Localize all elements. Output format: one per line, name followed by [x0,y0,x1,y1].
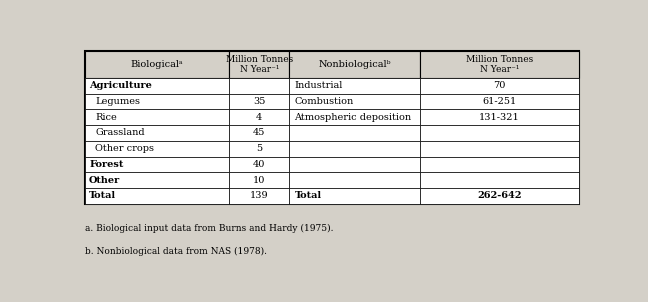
Bar [290,51,420,78]
Text: Total: Total [294,191,321,200]
Bar [420,94,579,109]
Text: Biologicalᵃ: Biologicalᵃ [131,60,183,69]
Bar [85,109,229,125]
Text: Rice: Rice [95,113,117,122]
Bar [85,94,229,109]
Bar [290,94,420,109]
Bar [290,156,420,172]
Text: Total: Total [89,191,116,200]
Text: Combustion: Combustion [294,97,354,106]
Text: Million Tonnes
N Year⁻¹: Million Tonnes N Year⁻¹ [466,55,533,74]
Text: 61-251: 61-251 [483,97,516,106]
Bar [229,78,290,94]
Bar [290,188,420,204]
Text: Nonbiologicalᵇ: Nonbiologicalᵇ [318,60,391,69]
Text: 262-642: 262-642 [478,191,522,200]
Text: 40: 40 [253,160,266,169]
Bar [85,51,229,78]
Bar [229,51,290,78]
Bar [85,51,579,204]
Text: Other: Other [89,175,121,185]
Bar [85,172,229,188]
Text: 4: 4 [256,113,262,122]
Bar [85,125,229,141]
Bar [290,78,420,94]
Bar [290,109,420,125]
Text: 139: 139 [250,191,268,200]
Bar [290,172,420,188]
Bar [229,141,290,156]
Text: 70: 70 [493,81,506,90]
Text: Industrial: Industrial [294,81,343,90]
Bar [420,51,579,78]
Bar [229,172,290,188]
Bar [85,156,229,172]
Bar [420,172,579,188]
Text: Grassland: Grassland [95,128,145,137]
Text: b. Nonbiological data from NAS (1978).: b. Nonbiological data from NAS (1978). [85,247,267,256]
Bar [290,141,420,156]
Bar [420,188,579,204]
Text: Forest: Forest [89,160,123,169]
Bar [229,109,290,125]
Bar [229,156,290,172]
Text: Agriculture: Agriculture [89,81,152,90]
Bar [420,109,579,125]
Text: 35: 35 [253,97,266,106]
Bar [85,78,229,94]
Bar [229,94,290,109]
Text: Other crops: Other crops [95,144,154,153]
Text: a. Biological input data from Burns and Hardy (1975).: a. Biological input data from Burns and … [85,223,334,233]
Bar [420,78,579,94]
Bar [85,188,229,204]
Bar [229,125,290,141]
Bar [420,141,579,156]
Text: 5: 5 [256,144,262,153]
Bar [229,188,290,204]
Bar [290,125,420,141]
Bar [85,141,229,156]
Text: Million Tonnes
N Year⁻¹: Million Tonnes N Year⁻¹ [226,55,293,74]
Text: Legumes: Legumes [95,97,140,106]
Bar [420,125,579,141]
Text: 45: 45 [253,128,266,137]
Text: 131-321: 131-321 [480,113,520,122]
Bar [420,156,579,172]
Text: Atmospheric deposition: Atmospheric deposition [294,113,411,122]
Text: 10: 10 [253,175,266,185]
